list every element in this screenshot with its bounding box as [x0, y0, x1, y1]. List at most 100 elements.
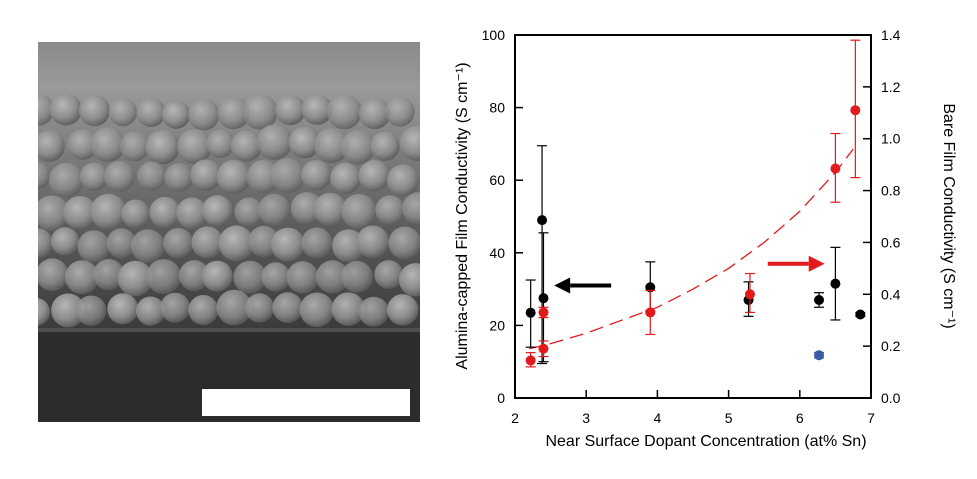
nanocrystal — [234, 197, 264, 227]
nanocrystal — [163, 228, 194, 259]
nanocrystal — [178, 260, 210, 291]
plot-frame — [514, 34, 872, 399]
nanocrystal — [50, 227, 80, 256]
nanocrystal — [145, 130, 180, 165]
scale-bar — [202, 389, 410, 416]
y-axis-right-label: Bare Film Conductivity (S cm⁻¹) — [940, 103, 957, 328]
x-tick-label: 6 — [796, 410, 804, 426]
y-right-tick-label: 1.2 — [881, 79, 901, 95]
x-axis-label: Near Surface Dopant Concentration (at% S… — [545, 433, 866, 450]
nanocrystal — [314, 128, 350, 163]
y-right-tick-label: 0.0 — [881, 390, 901, 406]
x-tick-label: 2 — [511, 410, 519, 426]
nanocrystal — [164, 163, 193, 192]
y-right-tick-label: 0.8 — [881, 183, 901, 199]
nanocrystal — [384, 96, 415, 127]
nanocrystal — [242, 93, 278, 130]
nanocrystal — [256, 124, 293, 160]
nanocrystal — [90, 127, 125, 163]
nanocrystal — [216, 289, 252, 326]
y-right-tick-label: 0.4 — [881, 286, 901, 302]
nanocrystal — [161, 100, 191, 129]
nanocrystal — [300, 160, 332, 191]
nanocrystal — [78, 95, 111, 127]
data-point — [538, 293, 549, 304]
nanocrystal — [358, 160, 390, 192]
nanocrystal — [190, 159, 222, 191]
nanocrystal — [106, 228, 137, 259]
data-point — [850, 105, 861, 116]
nanocrystal — [313, 192, 347, 226]
nanocrystal — [272, 292, 303, 323]
nanocrystal — [375, 195, 405, 225]
nanocrystal — [301, 227, 333, 259]
nanocrystal — [104, 161, 135, 192]
arrow-right-head — [808, 255, 825, 272]
y-left-tick-label: 20 — [489, 317, 505, 333]
nanocrystal — [188, 295, 219, 325]
nanocrystal — [261, 262, 291, 292]
nanocrystal — [51, 293, 86, 328]
nanocrystal — [33, 195, 70, 232]
nanocrystal — [315, 260, 350, 294]
nanocrystal — [36, 258, 69, 291]
nanocrystal — [341, 194, 377, 230]
nanocrystal — [67, 129, 98, 160]
nanocrystal — [90, 193, 127, 230]
nanocrystal — [77, 230, 110, 263]
data-point — [830, 163, 841, 174]
data-point — [538, 343, 549, 354]
nanocrystal — [374, 260, 404, 289]
nanocrystal — [65, 260, 99, 295]
nanocrystal — [359, 98, 391, 130]
y-axis-left-label: Alumina-capped Film Conductivity (S cm⁻¹… — [454, 62, 471, 369]
nanocrystal — [201, 260, 233, 292]
nanocrystal — [387, 164, 419, 197]
nanocrystal — [301, 94, 333, 125]
nanocrystal — [258, 193, 291, 226]
nanocrystal — [270, 158, 305, 193]
nanocrystal — [330, 162, 362, 194]
y-right-tick-label: 0.2 — [881, 338, 901, 354]
substrate-interface — [38, 328, 420, 332]
nanocrystal-particles — [21, 93, 435, 328]
nanocrystal — [340, 130, 375, 165]
nanocrystal — [137, 161, 167, 191]
data-point — [525, 355, 536, 366]
data-point — [538, 307, 549, 318]
nanocrystal — [130, 229, 165, 263]
nanocrystal — [49, 93, 82, 126]
data-point — [645, 282, 656, 293]
data-point — [525, 307, 536, 318]
nanocrystal — [146, 259, 182, 295]
nanocrystal — [48, 162, 84, 198]
nanocrystal — [299, 292, 335, 328]
nanocrystal — [191, 226, 224, 259]
data-point — [830, 278, 841, 289]
nanocrystal — [270, 227, 305, 262]
nanocrystal — [177, 129, 213, 164]
nanocrystal — [75, 295, 107, 326]
nanocrystal — [136, 296, 166, 326]
nanocrystal — [149, 196, 181, 229]
nanocrystal — [119, 131, 150, 162]
data-point — [814, 294, 825, 305]
nanocrystal — [358, 296, 389, 327]
nanocrystal — [218, 225, 255, 262]
nanocrystal — [187, 98, 220, 131]
nanocrystal — [108, 97, 138, 127]
chart-svg: 2 3 4 5 6 7 0 20 40 60 80 100 0.0 0.2 0.4 0.6 0.8 1.0 1.2 1… — [454, 27, 957, 450]
nanocrystal — [370, 131, 400, 161]
nanocrystal — [136, 97, 166, 127]
sem-image — [21, 42, 435, 422]
data-point — [744, 289, 755, 300]
nanocrystal — [326, 94, 362, 130]
annotation-layer — [554, 255, 825, 294]
nanocrystal — [331, 292, 365, 326]
x-tick-label: 4 — [654, 410, 662, 426]
y-left-tick-label: 80 — [489, 100, 505, 116]
nanocrystal — [341, 260, 373, 293]
nanocrystal — [201, 195, 233, 227]
nanocrystal — [356, 225, 390, 259]
y-left-tick-label: 60 — [489, 172, 505, 188]
